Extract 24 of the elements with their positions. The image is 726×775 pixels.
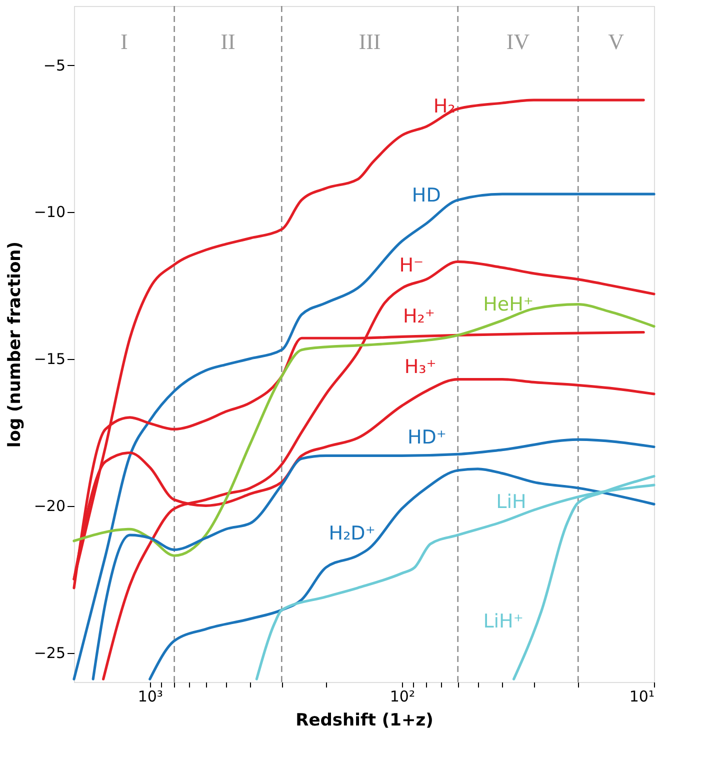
series-label: HD — [412, 184, 441, 206]
series-label: H⁻ — [399, 254, 424, 276]
annotation: III — [358, 29, 381, 54]
series-label: H₂⁺ — [402, 306, 435, 328]
series-label: LiH — [496, 490, 526, 513]
annotation: V — [608, 29, 624, 54]
y-tick-label: −15 — [34, 350, 66, 368]
series-label: LiH⁺ — [483, 610, 524, 632]
y-axis-title: log (number fraction) — [4, 241, 25, 448]
annotation: II — [220, 29, 236, 54]
y-tick-label: −5 — [43, 56, 66, 74]
annotation: I — [120, 29, 128, 54]
x-tick-label: 10³ — [138, 688, 163, 706]
series-label: HD⁺ — [407, 426, 446, 449]
y-tick-label: −25 — [34, 644, 66, 662]
y-tick-label: −10 — [34, 203, 66, 222]
series-label: H₂D⁺ — [328, 522, 376, 544]
x-tick-label: 10¹ — [629, 688, 654, 706]
x-axis-title: Redshift (1+z) — [296, 710, 434, 730]
series-label: H₃⁺ — [404, 356, 436, 378]
series-label: HeH⁺ — [483, 293, 534, 316]
x-tick-label: 10² — [390, 688, 415, 706]
y-tick-label: −20 — [34, 497, 66, 516]
annotation: IV — [506, 29, 530, 54]
